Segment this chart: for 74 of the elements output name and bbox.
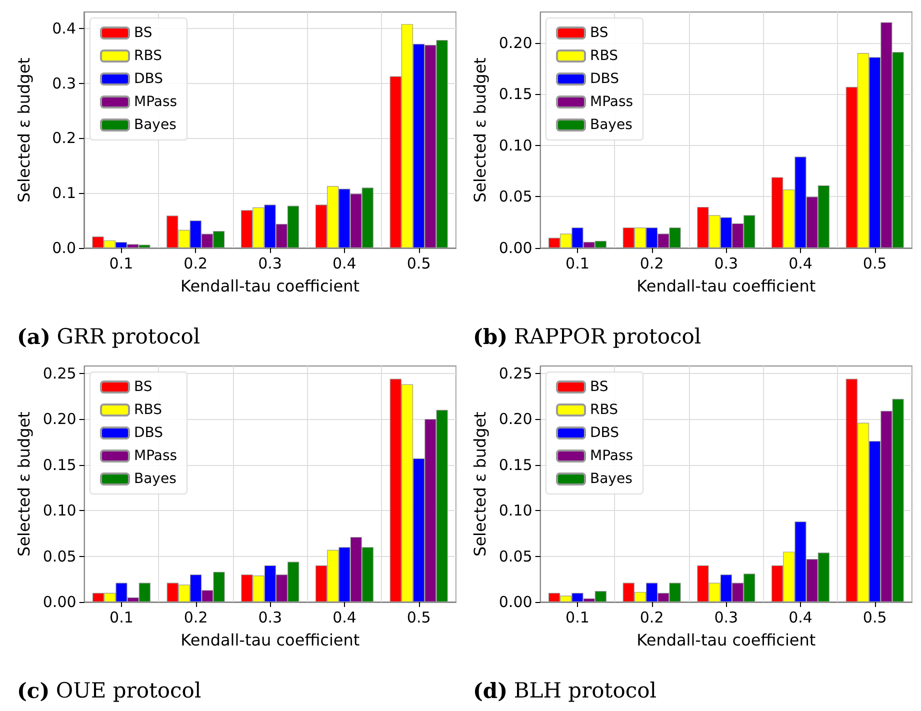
legend-label: MPass [134, 448, 178, 464]
x-tick-label: 0.2 [640, 254, 664, 272]
x-tick-label: 0.5 [862, 608, 887, 626]
y-tick-label: 0.3 [52, 74, 76, 92]
legend-label: BS [590, 379, 608, 395]
y-tick-label: 0.25 [42, 364, 76, 382]
legend-label: RBS [134, 402, 162, 418]
y-tick-label: 0.15 [498, 456, 532, 474]
legend-label: DBS [590, 71, 620, 87]
x-tick-label: 0.1 [109, 254, 134, 272]
y-axis-title: Selected ε budget [14, 412, 34, 556]
legend-label: RBS [134, 48, 162, 64]
x-tick-label: 0.2 [640, 608, 664, 626]
legend-label: Bayes [134, 471, 176, 487]
legend-label: RBS [590, 402, 618, 418]
text: (d) BLH protocol [473, 678, 657, 703]
y-tick-label: 0.05 [498, 188, 532, 206]
x-tick-label: 0.3 [714, 254, 738, 272]
x-axis-title: Kendall-tau coefficient [636, 630, 816, 650]
y-tick-label: 0.00 [498, 239, 532, 257]
y-axis-title: Selected ε budget [470, 412, 490, 556]
y-tick-label: 0.15 [498, 85, 532, 104]
y-tick-label: 0.05 [498, 547, 532, 566]
x-tick-label: 0.5 [406, 254, 431, 272]
x-tick-label: 0.4 [788, 254, 812, 272]
x-axis-title: Kendall-tau coefficient [180, 630, 360, 650]
x-tick-label: 0.1 [566, 608, 590, 626]
legend-label: MPass [134, 94, 178, 110]
x-tick-label: 0.4 [332, 254, 356, 272]
y-tick-label: 0.20 [42, 410, 76, 428]
legend-label: Bayes [134, 117, 176, 133]
x-tick-label: 0.3 [258, 254, 282, 272]
y-tick-label: 0.4 [52, 19, 76, 38]
y-tick-label: 0.25 [498, 364, 532, 382]
legend-label: MPass [590, 94, 634, 110]
x-axis-title: Kendall-tau coefficient [180, 276, 360, 296]
legend-label: BS [590, 25, 608, 41]
text: (b) RAPPOR protocol [473, 324, 702, 349]
y-axis-title: Selected ε budget [470, 58, 490, 202]
x-tick-label: 0.4 [788, 608, 812, 626]
y-tick-label: 0.10 [42, 502, 76, 520]
text: (a) GRR protocol [17, 324, 200, 349]
y-tick-label: 0.15 [42, 456, 76, 474]
y-tick-label: 0.1 [52, 184, 76, 202]
legend-label: Bayes [590, 471, 632, 487]
x-tick-label: 0.1 [566, 254, 590, 272]
x-tick-label: 0.2 [184, 608, 208, 626]
x-tick-label: 0.1 [110, 608, 134, 626]
x-tick-label: 0.5 [862, 254, 887, 272]
legend-label: DBS [134, 71, 164, 87]
y-tick-label: 0.00 [498, 593, 532, 611]
y-tick-label: 0.2 [52, 129, 76, 148]
x-tick-label: 0.4 [332, 608, 356, 626]
y-tick-label: 0.05 [42, 547, 76, 566]
y-tick-label: 0.20 [498, 410, 532, 428]
legend-label: DBS [590, 425, 620, 441]
y-tick-label: 0.10 [498, 136, 532, 154]
legend-label: BS [134, 379, 152, 395]
legend-label: Bayes [590, 117, 632, 133]
x-tick-label: 0.5 [406, 608, 431, 626]
text: (c) OUE protocol [17, 678, 202, 703]
y-tick-label: 0.00 [42, 593, 76, 611]
y-tick-label: 0.20 [498, 34, 532, 52]
legend-label: MPass [590, 448, 634, 464]
y-axis-title: Selected ε budget [14, 58, 34, 202]
legend-label: DBS [134, 425, 164, 441]
x-tick-label: 0.3 [258, 608, 282, 626]
x-tick-label: 0.3 [714, 608, 738, 626]
legend-label: RBS [590, 48, 618, 64]
x-axis-title: Kendall-tau coefficient [636, 276, 816, 296]
x-tick-label: 0.2 [184, 254, 208, 272]
y-tick-label: 0.10 [498, 502, 532, 520]
y-tick-label: 0.0 [52, 239, 76, 257]
legend-label: BS [134, 25, 152, 41]
